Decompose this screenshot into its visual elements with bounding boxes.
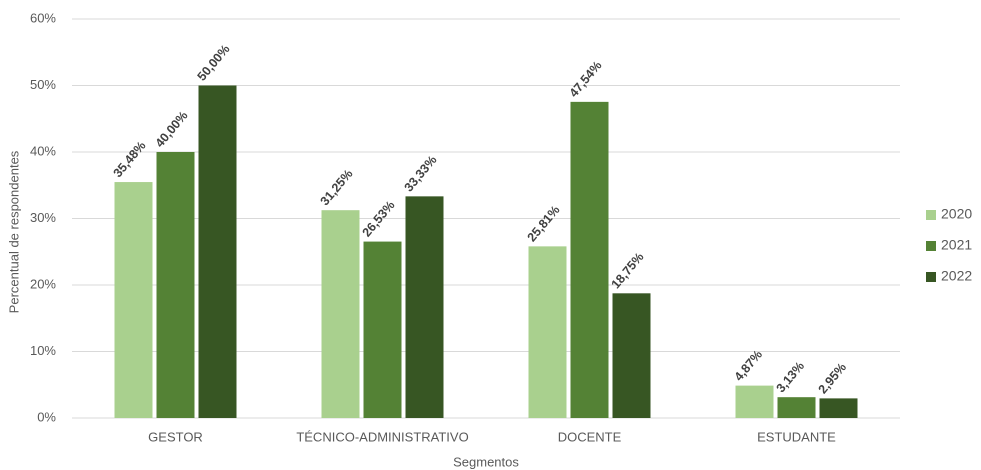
data-label: 47,54%	[567, 58, 605, 99]
y-tick-label: 10%	[30, 343, 56, 358]
bar	[405, 196, 444, 418]
x-tick-label: TÉCNICO-ADMINISTRATIVO	[296, 429, 468, 444]
data-label: 3,13%	[774, 359, 808, 395]
data-label: 35,48%	[111, 139, 149, 180]
bar	[363, 241, 402, 418]
legend-label: 2020	[941, 206, 972, 222]
bar	[735, 385, 774, 418]
data-label: 50,00%	[195, 42, 233, 83]
bar	[321, 210, 360, 418]
y-axis-title: Percentual de respondentes	[6, 150, 21, 313]
legend-swatch	[926, 272, 936, 282]
legend-swatch	[926, 241, 936, 251]
data-label: 25,81%	[525, 203, 563, 244]
bar	[819, 398, 858, 418]
y-tick-label: 50%	[30, 77, 56, 92]
y-tick-label: 40%	[30, 143, 56, 158]
y-tick-label: 60%	[30, 10, 56, 25]
y-tick-label: 0%	[37, 409, 56, 424]
bar	[114, 182, 153, 418]
data-label: 2,95%	[816, 360, 850, 396]
bar	[777, 397, 816, 418]
bar	[156, 152, 195, 418]
x-tick-label: GESTOR	[148, 429, 203, 444]
data-label: 31,25%	[318, 167, 356, 208]
data-label: 40,00%	[153, 109, 191, 150]
legend-label: 2021	[941, 237, 972, 253]
data-label: 4,87%	[732, 348, 766, 384]
bar	[612, 293, 651, 418]
legend-swatch	[926, 210, 936, 220]
x-tick-label: ESTUDANTE	[757, 429, 836, 444]
bar	[198, 85, 237, 418]
bar	[528, 246, 567, 418]
y-tick-label: 20%	[30, 276, 56, 291]
x-axis-title: Segmentos	[453, 454, 519, 469]
x-tick-label: DOCENTE	[558, 429, 622, 444]
bar	[570, 101, 609, 418]
data-label: 33,33%	[402, 153, 440, 194]
y-tick-label: 30%	[30, 210, 56, 225]
legend-label: 2022	[941, 268, 972, 284]
